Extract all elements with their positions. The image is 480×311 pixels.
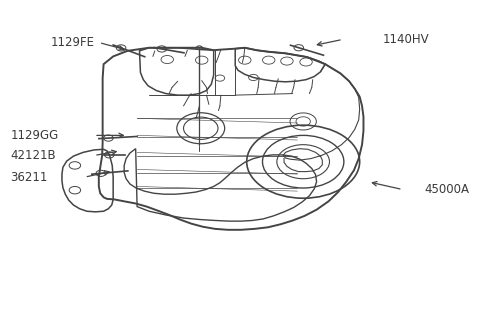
- Text: 1129FE: 1129FE: [51, 36, 95, 49]
- Text: 36211: 36211: [10, 171, 48, 184]
- Text: 42121B: 42121B: [10, 149, 56, 162]
- Text: 1140HV: 1140HV: [383, 33, 429, 46]
- Text: 45000A: 45000A: [425, 183, 470, 196]
- Text: 1129GG: 1129GG: [10, 129, 59, 142]
